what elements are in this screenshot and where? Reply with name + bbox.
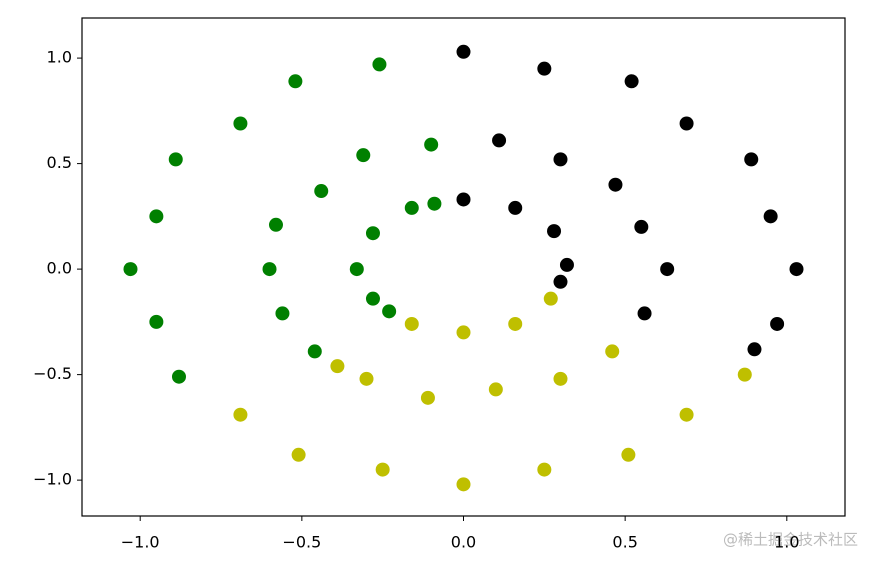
point [275,306,290,321]
y-tick-label: −1.0 [33,470,72,489]
point [508,316,523,331]
point [427,196,442,211]
point [547,224,562,239]
point [314,184,329,199]
point [233,116,248,131]
point [608,177,623,192]
point [543,291,558,306]
point [488,382,503,397]
point [365,226,380,241]
point [456,477,471,492]
point [420,390,435,405]
watermark: @稀土掘金技术社区 [723,531,858,549]
point [553,152,568,167]
point [375,462,390,477]
point [359,371,374,386]
plot-frame [81,17,846,517]
point [553,371,568,386]
point [365,291,380,306]
point [330,359,345,374]
point [372,57,387,72]
point [291,447,306,462]
y-tick-label: 0.0 [47,259,72,278]
y-tick-label: 0.5 [47,153,72,172]
point [404,316,419,331]
x-tick-label: −1.0 [121,533,160,552]
point [744,152,759,167]
point [307,344,322,359]
x-tick-label: 0.0 [451,533,476,552]
point [456,44,471,59]
point [492,133,507,148]
point [424,137,439,152]
point [737,367,752,382]
point [233,407,248,422]
point [634,219,649,234]
point [356,148,371,163]
point [349,262,364,277]
point [123,262,138,277]
point [770,316,785,331]
point [763,209,778,224]
point [262,262,277,277]
point [637,306,652,321]
point [508,200,523,215]
point [171,369,186,384]
point [679,407,694,422]
point [679,116,694,131]
point [149,314,164,329]
point [605,344,620,359]
y-tick-label: −0.5 [33,364,72,383]
point [553,274,568,289]
x-tick-label: 1.0 [774,533,799,552]
y-tick-label: 1.0 [47,48,72,67]
x-tick-label: −0.5 [282,533,321,552]
point [404,200,419,215]
x-tick-label: 0.5 [612,533,637,552]
point [168,152,183,167]
point [789,262,804,277]
point [382,304,397,319]
point [559,257,574,272]
point [537,462,552,477]
point [149,209,164,224]
point [747,342,762,357]
point [456,192,471,207]
point [268,217,283,232]
point [537,61,552,76]
point [621,447,636,462]
point [624,74,639,89]
point [288,74,303,89]
point [456,325,471,340]
point [660,262,675,277]
